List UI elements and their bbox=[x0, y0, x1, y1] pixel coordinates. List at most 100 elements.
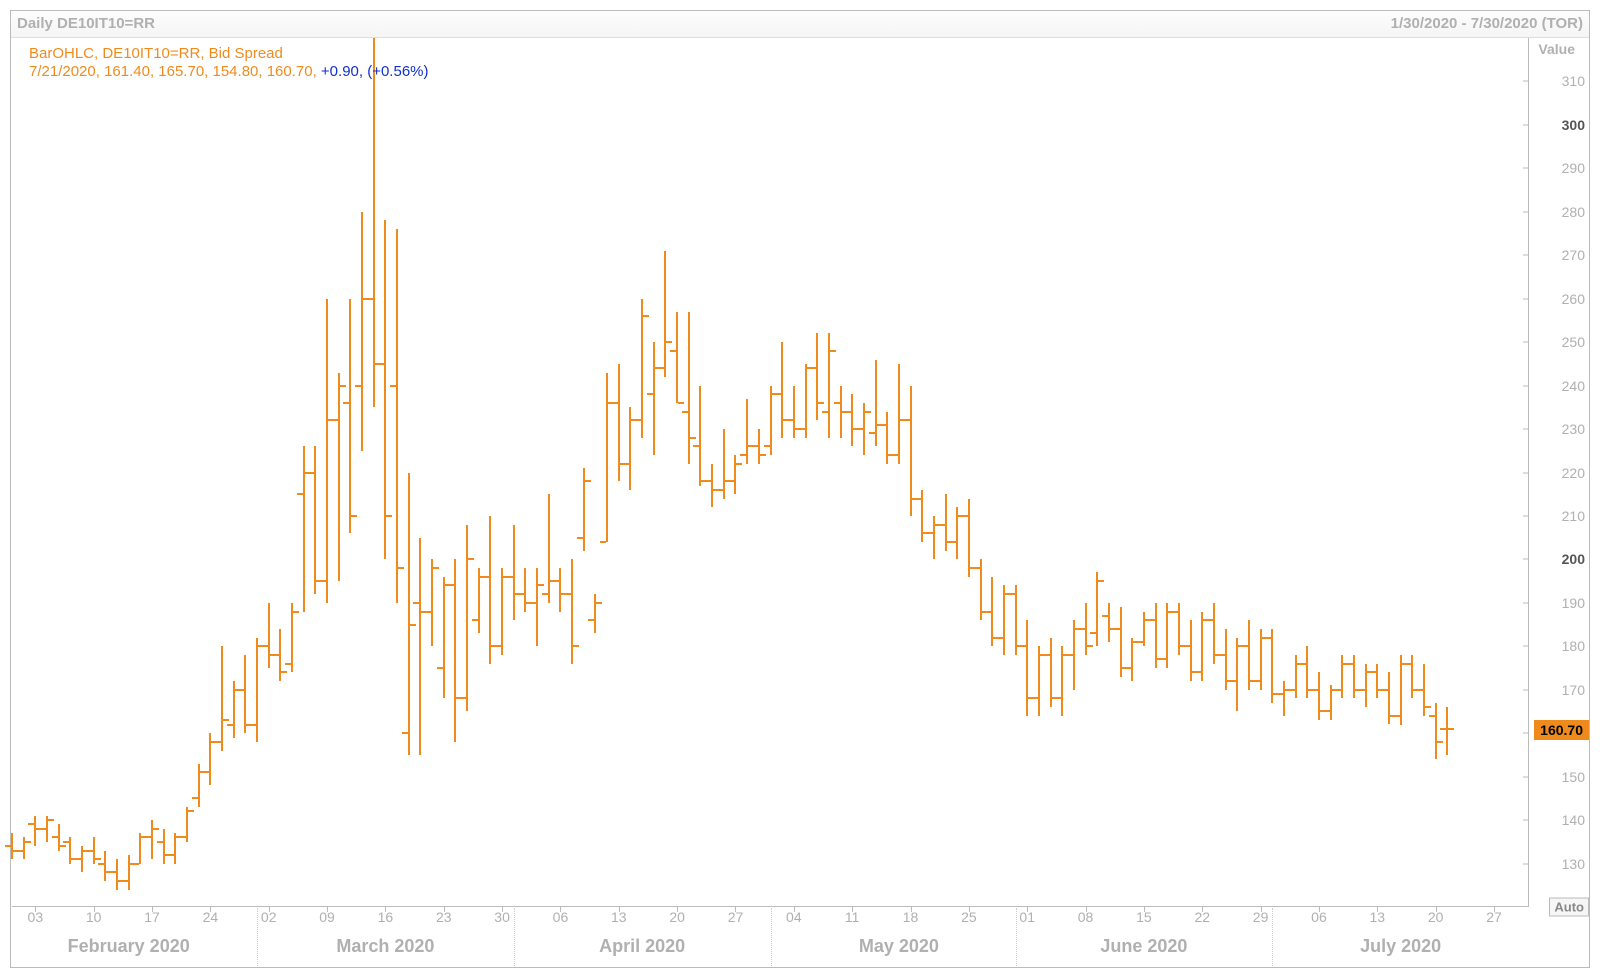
ohlc-bar[interactable] bbox=[770, 386, 772, 456]
ohlc-bar[interactable] bbox=[1341, 655, 1343, 698]
ohlc-bar[interactable] bbox=[688, 312, 690, 464]
ohlc-close-tick bbox=[386, 515, 392, 517]
ohlc-bar[interactable] bbox=[501, 568, 503, 655]
ohlc-bar[interactable] bbox=[1201, 612, 1203, 682]
ohlc-open-tick bbox=[437, 667, 443, 669]
ohlc-bar[interactable] bbox=[1446, 707, 1448, 755]
ohlc-bar[interactable] bbox=[1271, 629, 1273, 703]
ohlc-bar[interactable] bbox=[875, 360, 877, 447]
ohlc-bar[interactable] bbox=[443, 577, 445, 699]
ohlc-bar[interactable] bbox=[711, 464, 713, 507]
ohlc-bar[interactable] bbox=[898, 364, 900, 464]
ohlc-bar[interactable] bbox=[454, 559, 456, 741]
ohlc-close-tick bbox=[281, 671, 287, 673]
ohlc-bar[interactable] bbox=[1353, 655, 1355, 698]
ohlc-bar[interactable] bbox=[1365, 664, 1367, 707]
ohlc-bar[interactable] bbox=[664, 251, 666, 377]
ohlc-bar[interactable] bbox=[910, 386, 912, 516]
ohlc-open-tick bbox=[1067, 654, 1073, 656]
ohlc-bar[interactable] bbox=[373, 38, 375, 407]
ohlc-bar[interactable] bbox=[1400, 655, 1402, 725]
ohlc-bar[interactable] bbox=[268, 603, 270, 668]
ohlc-bar[interactable] bbox=[1236, 638, 1238, 712]
ohlc-bar[interactable] bbox=[571, 559, 573, 663]
ohlc-bar[interactable] bbox=[1003, 585, 1005, 655]
ohlc-bar[interactable] bbox=[34, 816, 36, 846]
ohlc-open-tick bbox=[238, 689, 244, 691]
ohlc-bar[interactable] bbox=[489, 516, 491, 664]
ohlc-bar[interactable] bbox=[431, 559, 433, 646]
ohlc-bar[interactable] bbox=[1411, 655, 1413, 698]
auto-scale-badge[interactable]: Auto bbox=[1549, 898, 1589, 917]
ohlc-bar[interactable] bbox=[244, 655, 246, 733]
y-tick-label: 200 bbox=[1533, 551, 1585, 567]
ohlc-open-tick bbox=[378, 363, 384, 365]
ohlc-bar[interactable] bbox=[746, 399, 748, 464]
ohlc-bar[interactable] bbox=[1143, 612, 1145, 647]
ohlc-bar[interactable] bbox=[291, 603, 293, 673]
ohlc-bar[interactable] bbox=[968, 499, 970, 577]
ohlc-bar[interactable] bbox=[1435, 703, 1437, 759]
ohlc-open-tick bbox=[28, 823, 34, 825]
ohlc-bar[interactable] bbox=[548, 494, 550, 603]
ohlc-bar[interactable] bbox=[1073, 620, 1075, 690]
ohlc-bar[interactable] bbox=[396, 229, 398, 603]
x-tick-mark bbox=[94, 906, 95, 912]
ohlc-open-tick bbox=[1359, 689, 1365, 691]
ohlc-bar[interactable] bbox=[128, 855, 130, 890]
ohlc-bar[interactable] bbox=[466, 525, 468, 712]
ohlc-bar[interactable] bbox=[198, 764, 200, 807]
ohlc-open-tick bbox=[530, 602, 536, 604]
ohlc-bar[interactable] bbox=[536, 568, 538, 646]
ohlc-bar[interactable] bbox=[805, 364, 807, 438]
ohlc-bar[interactable] bbox=[361, 212, 363, 451]
ohlc-bar[interactable] bbox=[594, 594, 596, 633]
ohlc-bar[interactable] bbox=[163, 829, 165, 864]
ohlc-bar[interactable] bbox=[676, 312, 678, 403]
ohlc-bar[interactable] bbox=[933, 516, 935, 559]
ohlc-bar[interactable] bbox=[221, 646, 223, 750]
ohlc-bar[interactable] bbox=[1376, 664, 1378, 699]
chart-plot-area[interactable] bbox=[12, 38, 1529, 907]
ohlc-bar[interactable] bbox=[11, 833, 13, 859]
chart-frame: Daily DE10IT10=RR 1/30/2020 - 7/30/2020 … bbox=[10, 10, 1590, 968]
ohlc-bar[interactable] bbox=[1283, 681, 1285, 716]
ohlc-bar[interactable] bbox=[1166, 603, 1168, 668]
ohlc-bar[interactable] bbox=[1131, 638, 1133, 681]
ohlc-close-tick bbox=[95, 858, 101, 860]
ohlc-bar[interactable] bbox=[104, 851, 106, 881]
ohlc-bar[interactable] bbox=[699, 386, 701, 486]
ohlc-bar[interactable] bbox=[606, 373, 608, 542]
ohlc-bar[interactable] bbox=[314, 446, 316, 594]
ohlc-bar[interactable] bbox=[1038, 646, 1040, 716]
ohlc-bar[interactable] bbox=[419, 538, 421, 755]
ohlc-bar[interactable] bbox=[1061, 646, 1063, 716]
ohlc-bar[interactable] bbox=[326, 299, 328, 603]
ohlc-bar[interactable] bbox=[758, 429, 760, 464]
ohlc-bar[interactable] bbox=[1108, 603, 1110, 642]
ohlc-bar[interactable] bbox=[641, 299, 643, 438]
ohlc-bar[interactable] bbox=[116, 859, 118, 889]
ohlc-bar[interactable] bbox=[478, 568, 480, 633]
ohlc-bar[interactable] bbox=[734, 455, 736, 494]
ohlc-bar[interactable] bbox=[513, 525, 515, 621]
ohlc-bar[interactable] bbox=[151, 820, 153, 859]
ohlc-bar[interactable] bbox=[653, 342, 655, 455]
ohlc-bar[interactable] bbox=[1026, 620, 1028, 716]
ohlc-bar[interactable] bbox=[1096, 572, 1098, 646]
ohlc-bar[interactable] bbox=[1295, 655, 1297, 698]
ohlc-bar[interactable] bbox=[384, 220, 386, 559]
ohlc-close-tick bbox=[153, 828, 159, 830]
ohlc-bar[interactable] bbox=[723, 429, 725, 499]
ohlc-bar[interactable] bbox=[816, 333, 818, 420]
ohlc-bar[interactable] bbox=[408, 473, 410, 755]
ohlc-bar[interactable] bbox=[256, 638, 258, 742]
ohlc-bar[interactable] bbox=[524, 568, 526, 611]
ohlc-bar[interactable] bbox=[1318, 672, 1320, 720]
ohlc-bar[interactable] bbox=[559, 568, 561, 611]
ohlc-bar[interactable] bbox=[851, 394, 853, 446]
y-tick-label: 270 bbox=[1533, 247, 1585, 263]
ohlc-bar[interactable] bbox=[781, 342, 783, 438]
ohlc-bar[interactable] bbox=[338, 373, 340, 582]
ohlc-bar[interactable] bbox=[349, 299, 351, 534]
